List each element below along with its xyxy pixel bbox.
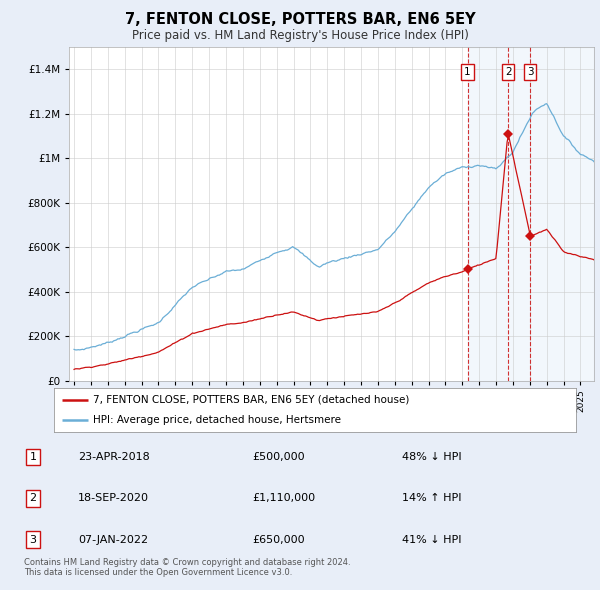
Text: £1,110,000: £1,110,000 <box>252 493 315 503</box>
Text: 2: 2 <box>505 67 512 77</box>
Text: 3: 3 <box>29 535 37 545</box>
Text: HPI: Average price, detached house, Hertsmere: HPI: Average price, detached house, Hert… <box>93 415 341 425</box>
Text: 2: 2 <box>29 493 37 503</box>
Text: Contains HM Land Registry data © Crown copyright and database right 2024.
This d: Contains HM Land Registry data © Crown c… <box>24 558 350 577</box>
Text: £500,000: £500,000 <box>252 452 305 462</box>
Text: £650,000: £650,000 <box>252 535 305 545</box>
Text: 23-APR-2018: 23-APR-2018 <box>78 452 150 462</box>
Text: 7, FENTON CLOSE, POTTERS BAR, EN6 5EY (detached house): 7, FENTON CLOSE, POTTERS BAR, EN6 5EY (d… <box>93 395 410 405</box>
Text: 48% ↓ HPI: 48% ↓ HPI <box>402 452 461 462</box>
Text: 1: 1 <box>464 67 471 77</box>
Text: 7, FENTON CLOSE, POTTERS BAR, EN6 5EY: 7, FENTON CLOSE, POTTERS BAR, EN6 5EY <box>125 12 475 27</box>
Text: 18-SEP-2020: 18-SEP-2020 <box>78 493 149 503</box>
Text: Price paid vs. HM Land Registry's House Price Index (HPI): Price paid vs. HM Land Registry's House … <box>131 30 469 42</box>
Text: 07-JAN-2022: 07-JAN-2022 <box>78 535 148 545</box>
Text: 1: 1 <box>29 452 37 462</box>
Text: 41% ↓ HPI: 41% ↓ HPI <box>402 535 461 545</box>
Text: 3: 3 <box>527 67 533 77</box>
Text: 14% ↑ HPI: 14% ↑ HPI <box>402 493 461 503</box>
Bar <box>467 47 594 381</box>
